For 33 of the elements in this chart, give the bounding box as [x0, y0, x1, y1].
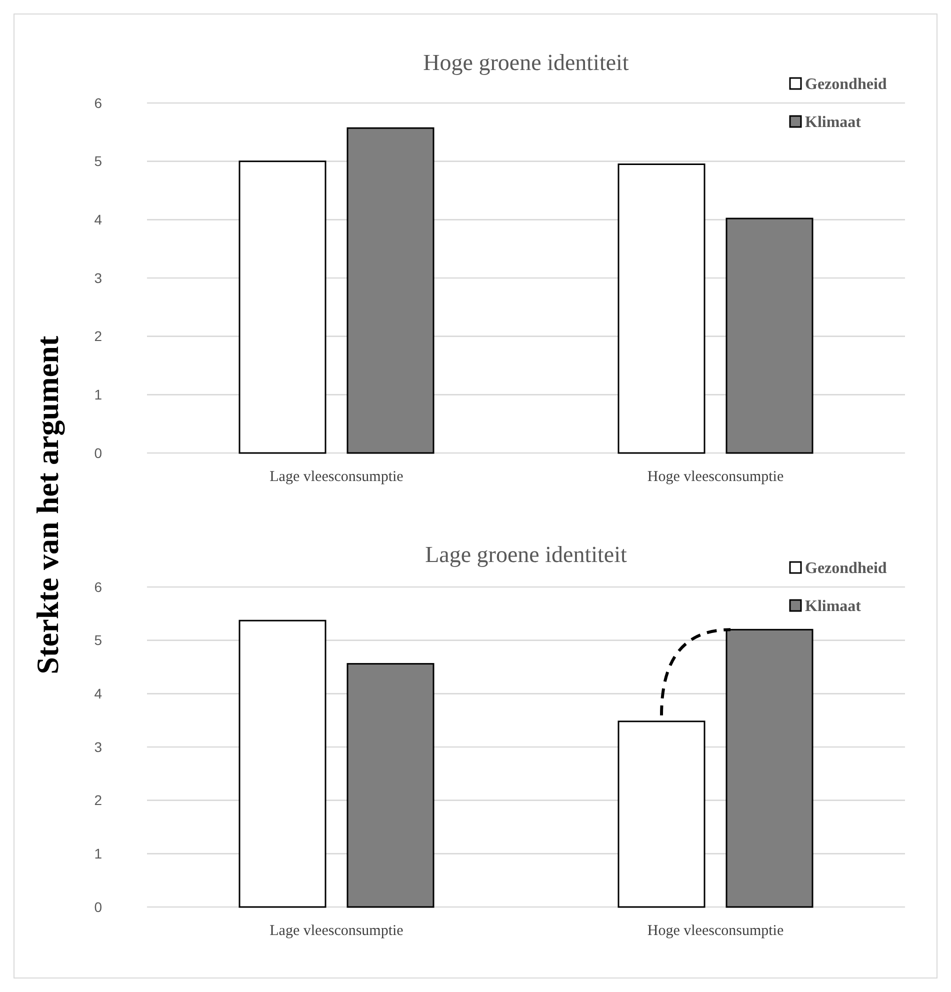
- x-tick-label: Lage vleesconsumptie: [270, 923, 404, 939]
- bar: [726, 218, 814, 454]
- y-tick-label: 6: [94, 94, 102, 111]
- bar: [346, 127, 434, 454]
- bar: [238, 620, 326, 908]
- bar: [618, 164, 706, 454]
- legend-label: Klimaat: [805, 598, 862, 615]
- y-tick-label: 2: [94, 792, 102, 808]
- y-tick-label: 4: [94, 212, 102, 228]
- y-tick-label: 5: [94, 153, 102, 170]
- y-tick-label: 3: [94, 270, 102, 286]
- chart-title: Hoge groene identiteit: [423, 50, 630, 75]
- y-tick-label: 0: [94, 898, 102, 915]
- y-tick-label: 1: [94, 846, 102, 862]
- legend-label: Gezondheid: [805, 76, 887, 93]
- bar: [726, 628, 814, 908]
- legend-label: Klimaat: [805, 114, 862, 131]
- y-tick-label: 6: [94, 578, 102, 595]
- bar: [346, 663, 434, 908]
- bar: [238, 160, 326, 454]
- x-tick-label: Hoge vleesconsumptie: [647, 469, 784, 485]
- x-tick-label: Lage vleesconsumptie: [270, 469, 404, 485]
- y-axis-title: Sterkte van het argument: [30, 335, 65, 674]
- y-tick-label: 2: [94, 328, 102, 344]
- chart-title: Lage groene identiteit: [425, 542, 628, 567]
- bar: [618, 720, 706, 908]
- y-tick-label: 0: [94, 444, 102, 461]
- x-tick-label: Hoge vleesconsumptie: [647, 923, 784, 939]
- y-tick-label: 3: [94, 738, 102, 755]
- y-tick-label: 5: [94, 632, 102, 648]
- y-tick-label: 4: [94, 686, 102, 702]
- legend-label: Gezondheid: [805, 560, 887, 577]
- y-tick-label: 1: [94, 386, 102, 403]
